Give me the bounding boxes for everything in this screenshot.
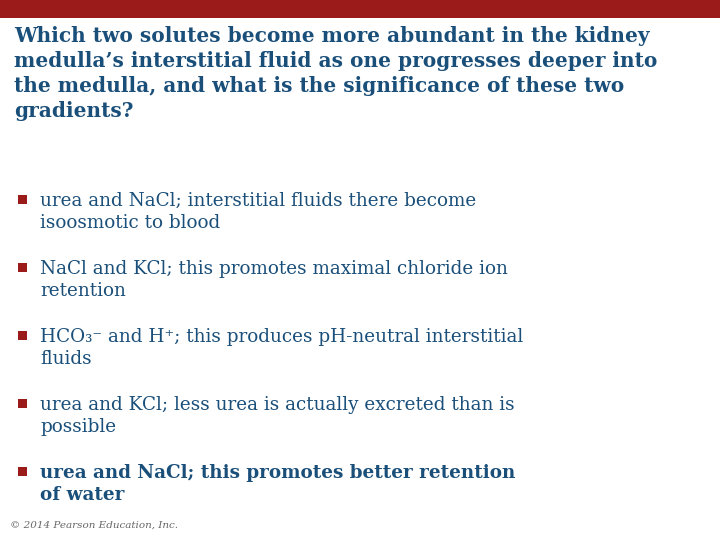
Bar [18, 331, 27, 340]
Text: © 2014 Pearson Education, Inc.: © 2014 Pearson Education, Inc. [10, 521, 178, 530]
Text: NaCl and KCl; this promotes maximal chloride ion
retention: NaCl and KCl; this promotes maximal chlo… [40, 260, 508, 300]
Text: urea and NaCl; interstitial fluids there become
isoosmotic to blood: urea and NaCl; interstitial fluids there… [40, 192, 476, 232]
Bar [18, 399, 27, 408]
Text: urea and NaCl; this promotes better retention
of water: urea and NaCl; this promotes better rete… [40, 464, 516, 504]
Bar [18, 467, 27, 476]
Text: HCO₃⁻ and H⁺; this produces pH-neutral interstitial
fluids: HCO₃⁻ and H⁺; this produces pH-neutral i… [40, 328, 523, 368]
Bar [18, 263, 27, 272]
Text: urea and KCl; less urea is actually excreted than is
possible: urea and KCl; less urea is actually excr… [40, 396, 515, 436]
Bar [18, 195, 27, 204]
Text: Which two solutes become more abundant in the kidney
medulla’s interstitial flui: Which two solutes become more abundant i… [14, 26, 657, 122]
Bar [0, 0, 720, 18]
